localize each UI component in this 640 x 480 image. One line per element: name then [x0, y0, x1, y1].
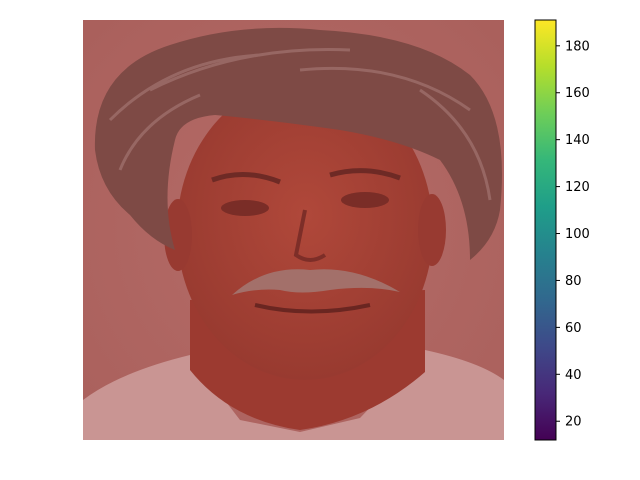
portrait-shirt: [83, 350, 504, 440]
portrait-hair: [94, 27, 502, 260]
colorbar-tick-label: 20: [565, 415, 582, 430]
portrait-right-ear: [418, 194, 446, 266]
colorbar-tick-label: 140: [565, 133, 590, 148]
heatmap-image: [83, 20, 504, 440]
portrait-brows: [211, 168, 401, 185]
portrait-nose: [293, 209, 327, 262]
colorbar-tick-label: 180: [565, 39, 590, 54]
colorbar-tick-label: 40: [565, 368, 582, 383]
portrait-mustache: [232, 269, 400, 295]
portrait-right-eye: [341, 192, 389, 208]
colorbar-tick-label: 100: [565, 227, 590, 242]
colorbar: 20 40 60 80 100 120 140 160 180: [534, 19, 590, 441]
colorbar-tick-label: 80: [565, 274, 582, 289]
colorbar-gradient: [535, 20, 556, 440]
colorbar-tick-label: 160: [565, 86, 590, 101]
portrait-left-eye: [221, 200, 269, 216]
colorbar-tick-label: 120: [565, 180, 590, 195]
portrait-mouth: [254, 303, 371, 314]
colorbar-ticks: 20 40 60 80 100 120 140 160 180: [556, 39, 590, 430]
colorbar-tick-label: 60: [565, 321, 582, 336]
portrait-hair-strands: [108, 48, 492, 201]
colorbar-frame: [534, 19, 557, 441]
portrait-left-ear: [164, 199, 192, 271]
